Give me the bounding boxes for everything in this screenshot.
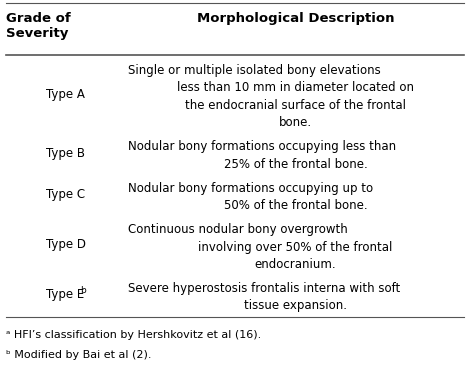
Text: Type D: Type D <box>46 238 86 251</box>
Text: less than 10 mm in diameter located on: less than 10 mm in diameter located on <box>177 81 414 94</box>
Text: Continuous nodular bony overgrowth: Continuous nodular bony overgrowth <box>128 223 347 236</box>
Text: Nodular bony formations occupying up to: Nodular bony formations occupying up to <box>128 182 373 195</box>
Text: ᵇ Modified by Bai et al (2).: ᵇ Modified by Bai et al (2). <box>6 350 152 360</box>
Text: the endocranial surface of the frontal: the endocranial surface of the frontal <box>185 99 406 112</box>
Text: bone.: bone. <box>279 116 312 129</box>
Text: 50% of the frontal bone.: 50% of the frontal bone. <box>224 199 367 212</box>
Text: Type A: Type A <box>46 88 85 101</box>
Text: Type E: Type E <box>46 288 84 301</box>
Text: ᵃ HFI’s classification by Hershkovitz et al (16).: ᵃ HFI’s classification by Hershkovitz et… <box>6 330 261 340</box>
Text: endocranium.: endocranium. <box>255 258 337 271</box>
Text: involving over 50% of the frontal: involving over 50% of the frontal <box>199 241 393 254</box>
Text: Type C: Type C <box>46 188 85 201</box>
Text: Grade of
Severity: Grade of Severity <box>6 13 71 41</box>
Text: Type B: Type B <box>46 147 85 160</box>
Text: tissue expansion.: tissue expansion. <box>244 300 347 313</box>
Text: Morphological Description: Morphological Description <box>197 13 394 25</box>
Text: Severe hyperostosis frontalis interna with soft: Severe hyperostosis frontalis interna wi… <box>128 282 400 295</box>
Text: b: b <box>80 286 86 295</box>
Text: 25% of the frontal bone.: 25% of the frontal bone. <box>224 158 367 170</box>
Text: Nodular bony formations occupying less than: Nodular bony formations occupying less t… <box>128 140 396 153</box>
Text: Single or multiple isolated bony elevations: Single or multiple isolated bony elevati… <box>128 64 380 77</box>
